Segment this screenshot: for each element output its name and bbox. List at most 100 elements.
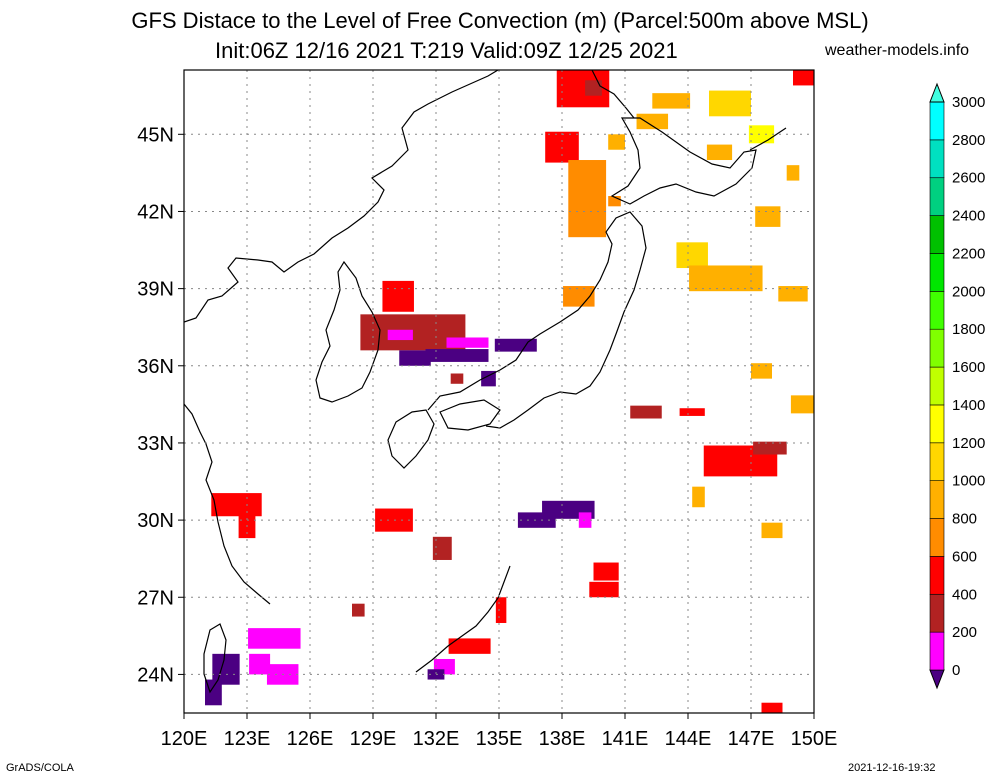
field-patch	[593, 562, 619, 581]
field-patch	[630, 405, 662, 419]
colorbar-label: 2600	[952, 170, 985, 187]
field-patch	[689, 265, 763, 292]
colorbar-label: 1600	[952, 359, 985, 376]
field-patch	[608, 134, 625, 150]
field-patch	[786, 165, 800, 181]
lat-tick-label: 45N	[137, 124, 174, 146]
chart-subtitle: Init:06Z 12/16 2021 T:219 Valid:09Z 12/2…	[215, 38, 678, 63]
lat-axis: 24N 27N 30N 33N 36N 39N 42N 45N	[137, 124, 184, 686]
field-patch	[517, 512, 556, 528]
colorbar-segment	[929, 101, 945, 141]
site-credit: weather-models.info	[825, 42, 970, 59]
field-patch	[589, 581, 619, 598]
field-patch	[205, 679, 222, 706]
field-patch	[399, 350, 431, 366]
coastline-taiwan	[203, 623, 227, 694]
colorbar-label: 2800	[952, 132, 985, 149]
lon-tick-label: 123E	[224, 728, 271, 750]
colorbar-label: 2000	[952, 283, 985, 300]
field-patch	[425, 349, 489, 362]
field-patch	[692, 486, 705, 508]
colorbar-segment	[929, 177, 945, 216]
coastline-ryukyu	[415, 565, 511, 673]
colorbar-label: 1400	[952, 397, 985, 414]
field-patch	[448, 638, 491, 654]
coastline-china-korea	[184, 70, 499, 323]
field-patch	[709, 90, 751, 117]
lat-tick-label: 39N	[137, 279, 174, 301]
colorbar-label: 200	[952, 624, 977, 641]
lon-tick-label: 147E	[728, 728, 775, 750]
chart-title: GFS Distace to the Level of Free Convect…	[131, 8, 869, 33]
colorbar-label: 2200	[952, 245, 985, 262]
colorbar-label: 3000	[952, 94, 985, 111]
colorbar: 0 200 400 600 800 1000 1200 1400 1600 1800 2000 220…	[929, 82, 985, 690]
footer-timestamp: 2021-12-16-19:32	[848, 762, 936, 774]
field-patch	[585, 80, 602, 96]
colorbar-segment	[929, 253, 945, 292]
field-patch	[248, 628, 301, 649]
field-patch	[748, 125, 775, 144]
field-patch	[790, 395, 814, 414]
coastline-japan-kyushu	[387, 409, 435, 469]
field-patch	[652, 93, 691, 109]
lat-tick-label: 36N	[137, 356, 174, 378]
lon-tick-label: 135E	[476, 728, 523, 750]
field-patch	[249, 653, 271, 675]
lon-tick-label: 132E	[413, 728, 460, 750]
colorbar-segment	[929, 139, 945, 179]
colorbar-label: 2400	[952, 208, 985, 225]
field-patch	[352, 603, 365, 617]
field-patch	[563, 286, 595, 307]
colorbar-label: 1800	[952, 321, 985, 338]
field-patch	[568, 160, 607, 238]
colorbar-label: 400	[952, 586, 977, 603]
colorbar-segment	[929, 480, 945, 519]
colorbar-label: 600	[952, 548, 977, 565]
colorbar-segment	[929, 291, 945, 330]
coastline-sakhalin	[591, 70, 635, 119]
field-patch	[778, 286, 808, 302]
field-patch	[494, 338, 537, 352]
colorbar-segment	[929, 518, 945, 557]
field-patch	[761, 522, 783, 539]
coastline-china-south	[184, 403, 271, 605]
field-patch	[382, 280, 414, 312]
colorbar-segment	[929, 631, 945, 671]
colorbar-segment	[929, 328, 945, 368]
colorbar-segment	[929, 215, 945, 254]
field-patch	[706, 144, 733, 161]
field-patch	[753, 441, 787, 455]
field-patch	[450, 373, 464, 384]
lon-tick-label: 141E	[602, 728, 649, 750]
lon-tick-label: 144E	[665, 728, 712, 750]
coastlines	[184, 70, 787, 694]
lat-tick-label: 24N	[137, 664, 174, 686]
field-patch	[679, 408, 705, 416]
coastline-kuril	[749, 127, 787, 151]
field-patch	[495, 597, 507, 623]
lon-tick-label: 126E	[287, 728, 334, 750]
field-patch	[755, 206, 781, 227]
field-patch	[387, 329, 413, 341]
colorbar-label: 1000	[952, 473, 985, 490]
field-patch	[432, 536, 452, 560]
field-patch	[211, 493, 262, 517]
lon-tick-label: 129E	[350, 728, 397, 750]
lon-tick-label: 120E	[161, 728, 208, 750]
coastline-japan-honshu	[427, 211, 647, 429]
field-patch	[676, 242, 708, 269]
lon-tick-label: 150E	[791, 728, 838, 750]
graticule	[183, 70, 815, 713]
convection-field	[205, 70, 814, 713]
lat-tick-label: 30N	[137, 510, 174, 532]
field-patch	[608, 196, 621, 207]
colorbar-top-arrow	[929, 82, 945, 103]
colorbar-label: 1200	[952, 435, 985, 452]
field-patch	[751, 363, 772, 379]
colorbar-label: 800	[952, 511, 977, 528]
field-patch	[481, 370, 496, 387]
lat-tick-label: 33N	[137, 433, 174, 455]
field-patch	[636, 113, 669, 130]
